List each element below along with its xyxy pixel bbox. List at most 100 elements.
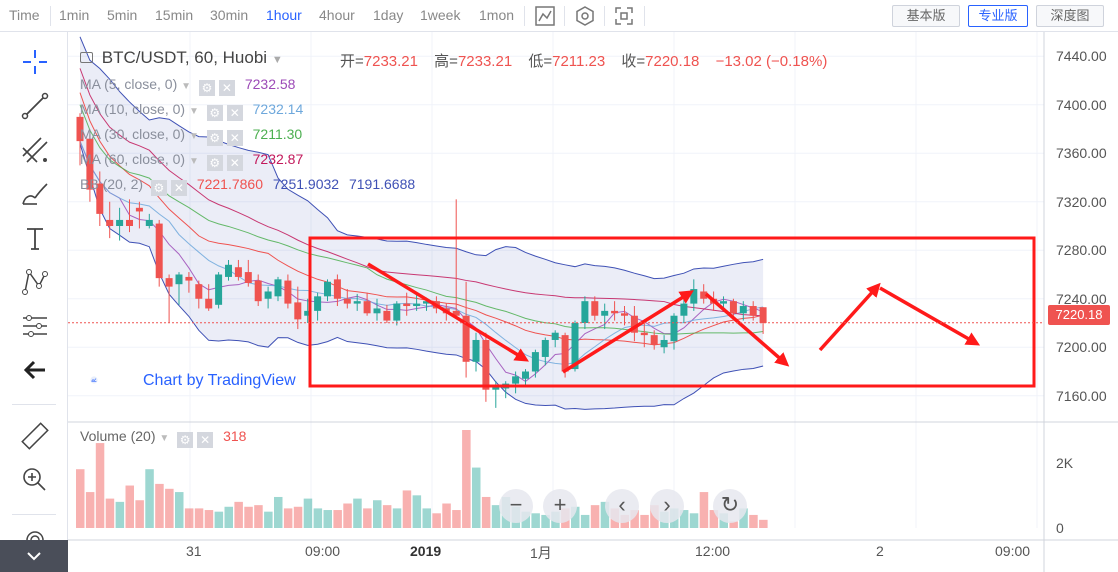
candle-body (254, 280, 262, 302)
legend-ma5[interactable]: MA (5, close, 0) ▼ ⚙ ✕ 7232.58 (80, 76, 295, 96)
volume-bar (699, 492, 709, 528)
price-tick-label: 7360.00 (1056, 145, 1107, 162)
zoom-in-button[interactable]: + (543, 489, 577, 523)
toolbar-separator (604, 6, 605, 26)
zoom-in-icon[interactable] (17, 462, 53, 498)
legend-ma30[interactable]: MA (30, close, 0) ▼ ⚙ ✕ 7211.30 (80, 126, 302, 146)
tab-5min[interactable]: 5min (107, 7, 138, 23)
gear-icon[interactable]: ⚙ (198, 80, 215, 96)
candle-body (383, 310, 391, 321)
close-icon[interactable]: ✕ (226, 105, 243, 121)
gear-icon[interactable]: ⚙ (206, 130, 223, 146)
volume-bar (194, 508, 204, 528)
candle-body (720, 301, 727, 304)
tab-1week[interactable]: 1week (420, 7, 461, 23)
close-icon[interactable]: ✕ (170, 180, 187, 196)
tab-1mon[interactable]: 1mon (479, 7, 515, 23)
tab-30min[interactable]: 30min (210, 7, 249, 23)
chart-type-icon[interactable] (534, 5, 556, 27)
brush-icon[interactable] (17, 176, 53, 212)
volume-tick-label: 2K (1056, 454, 1074, 471)
trend-line-icon[interactable] (17, 88, 53, 124)
time-tick-label: 09:00 (995, 543, 1031, 559)
chevron-down-icon (27, 552, 41, 561)
volume-bar (452, 510, 461, 528)
candle-body (630, 315, 638, 333)
legend-label: BB (20, 2) (80, 176, 144, 192)
volume-bar (76, 469, 85, 528)
fib-retracement-icon[interactable] (17, 132, 53, 168)
legend-label: MA (10, close, 0) (80, 101, 186, 117)
legend-label: MA (60, close, 0) (80, 151, 186, 167)
legend-bb[interactable]: BB (20, 2) ⚙ ✕ 7221.7860 7251.9032 7191.6… (80, 176, 415, 196)
chevron-down-icon: ▼ (188, 131, 199, 142)
volume-bar (432, 513, 441, 528)
volume-bar (343, 503, 352, 528)
tab-4hour[interactable]: 4hour (319, 7, 355, 23)
candle-body (759, 307, 767, 323)
legend-ma10[interactable]: MA (10, close, 0) ▼ ⚙ ✕ 7232.14 (80, 101, 303, 121)
candle-body (304, 310, 312, 316)
volume-bar (442, 503, 451, 528)
tab-1min[interactable]: 1min (59, 7, 90, 23)
high-label: 高= (434, 53, 458, 70)
candle-body (700, 291, 708, 299)
close-icon[interactable]: ✕ (226, 130, 243, 146)
gear-icon[interactable]: ⚙ (150, 180, 167, 196)
pattern-icon[interactable] (17, 264, 53, 300)
prediction-icon[interactable] (17, 308, 53, 344)
back-arrow-icon[interactable] (17, 352, 53, 388)
gear-icon[interactable]: ⚙ (206, 105, 223, 121)
close-icon[interactable]: ✕ (226, 155, 243, 171)
legend-value: 7232.14 (252, 101, 304, 117)
tradingview-logo-icon (90, 376, 98, 384)
volume-bar (283, 508, 293, 528)
time-tick-label: 09:00 (305, 543, 341, 559)
zoom-out-button[interactable]: − (499, 489, 533, 523)
candle-body (680, 303, 688, 316)
candle-body (264, 291, 272, 299)
symbol-title[interactable]: BTC/USDT, 60, Huobi ▼ (80, 48, 283, 68)
depth-chart-button[interactable]: 深度图 (1036, 5, 1104, 27)
close-icon[interactable]: ✕ (197, 432, 214, 448)
reset-chart-button[interactable]: ↻ (713, 489, 747, 523)
candle-body (551, 332, 559, 340)
legend-volume[interactable]: Volume (20) ▼ ⚙ ✕ 318 (80, 428, 246, 448)
legend-ma60[interactable]: MA (60, close, 0) ▼ ⚙ ✕ 7232.87 (80, 151, 303, 171)
tab-1day[interactable]: 1day (373, 7, 404, 23)
annotation-arrow (879, 286, 981, 346)
moving-averages (79, 68, 764, 383)
pro-version-button[interactable]: 专业版 (968, 5, 1028, 27)
gear-icon[interactable]: ⚙ (177, 432, 194, 448)
basic-version-button[interactable]: 基本版 (892, 5, 960, 27)
tab-15min[interactable]: 15min (155, 7, 194, 23)
volume-bar (313, 508, 323, 528)
volume-bar (224, 506, 233, 528)
candle-body (333, 279, 341, 299)
scroll-right-button[interactable]: › (650, 489, 684, 523)
bb-basis-line (79, 92, 764, 346)
top-toolbar: Time 1min 5min 15min 30min 1hour 4hour 1… (0, 0, 1118, 32)
tradingview-attribution[interactable]: Chart by TradingView (143, 372, 296, 389)
tab-time[interactable]: Time (9, 7, 40, 23)
candle-body (234, 267, 242, 277)
ma-line-10 (79, 140, 764, 365)
low-label: 低= (528, 53, 553, 70)
crosshair-icon[interactable] (17, 44, 53, 80)
volume-bar (274, 496, 283, 528)
open-value: 7233.21 (363, 53, 418, 70)
toolbar-separator (12, 514, 56, 515)
settings-icon[interactable] (574, 5, 596, 27)
magnet-icon[interactable] (17, 528, 53, 564)
collapse-toolbar-button[interactable] (0, 540, 68, 572)
ruler-icon[interactable] (17, 418, 53, 454)
candle-body (96, 183, 104, 214)
chevron-down-icon: ▼ (188, 156, 199, 167)
text-icon[interactable] (17, 220, 53, 256)
close-icon[interactable]: ✕ (218, 80, 235, 96)
fullscreen-icon[interactable] (613, 5, 635, 27)
tab-1hour[interactable]: 1hour (266, 7, 302, 23)
scroll-left-button[interactable]: ‹ (605, 489, 639, 523)
gear-icon[interactable]: ⚙ (206, 155, 223, 171)
candle-body (640, 332, 648, 336)
